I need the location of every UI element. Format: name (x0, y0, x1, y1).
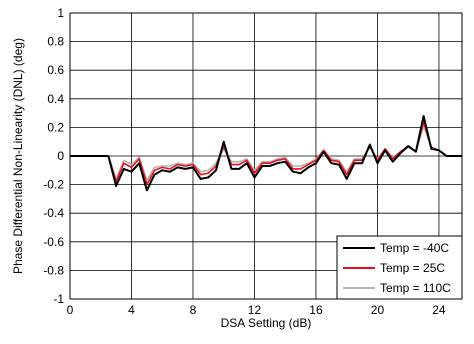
y-tick-label: -0.8 (43, 263, 64, 277)
legend-label-p25: Temp = 25C (380, 261, 445, 275)
series-line-m40 (70, 115, 462, 192)
y-tick-label: -0.4 (43, 206, 64, 220)
series-line-p110 (70, 125, 462, 182)
y-tick-label: -0.2 (43, 178, 64, 192)
x-tick-label: 24 (432, 303, 446, 317)
x-tick-label: 8 (190, 303, 197, 317)
legend-label-p110: Temp = 110C (380, 281, 451, 295)
x-tick-label: 0 (67, 303, 74, 317)
x-tick-label: 16 (309, 303, 323, 317)
plot-frame (69, 12, 463, 300)
y-axis-label: Phase Differential Non-Linearity (DNL) (… (11, 38, 25, 274)
y-tick-label: -0.6 (43, 235, 64, 249)
y-tick-label: -1 (53, 292, 64, 306)
series-lines (70, 115, 462, 192)
x-tick-label: 20 (371, 303, 385, 317)
legend-label-m40: Temp = -40C (380, 241, 449, 255)
y-tick-label: 1 (57, 6, 64, 20)
x-axis-label: DSA Setting (dB) (221, 316, 312, 330)
x-tick-label: 12 (248, 303, 262, 317)
series-line-p25 (70, 120, 462, 186)
y-tick-label: 0.6 (47, 63, 64, 77)
x-tick-label: 4 (128, 303, 135, 317)
x-tick-labels: 0 4 8 12 16 20 24 (67, 303, 446, 317)
y-tick-label: 0.2 (47, 120, 64, 134)
y-tick-labels: -1 -0.8 -0.6 -0.4 -0.2 0 0.2 0.4 0.6 0.8 1 (43, 6, 64, 306)
y-tick-label: 0.8 (47, 35, 64, 49)
y-tick-label: 0 (57, 149, 64, 163)
legend: Temp = -40C Temp = 25C Temp = 110C (336, 235, 463, 300)
y-tick-label: 0.4 (47, 92, 64, 106)
